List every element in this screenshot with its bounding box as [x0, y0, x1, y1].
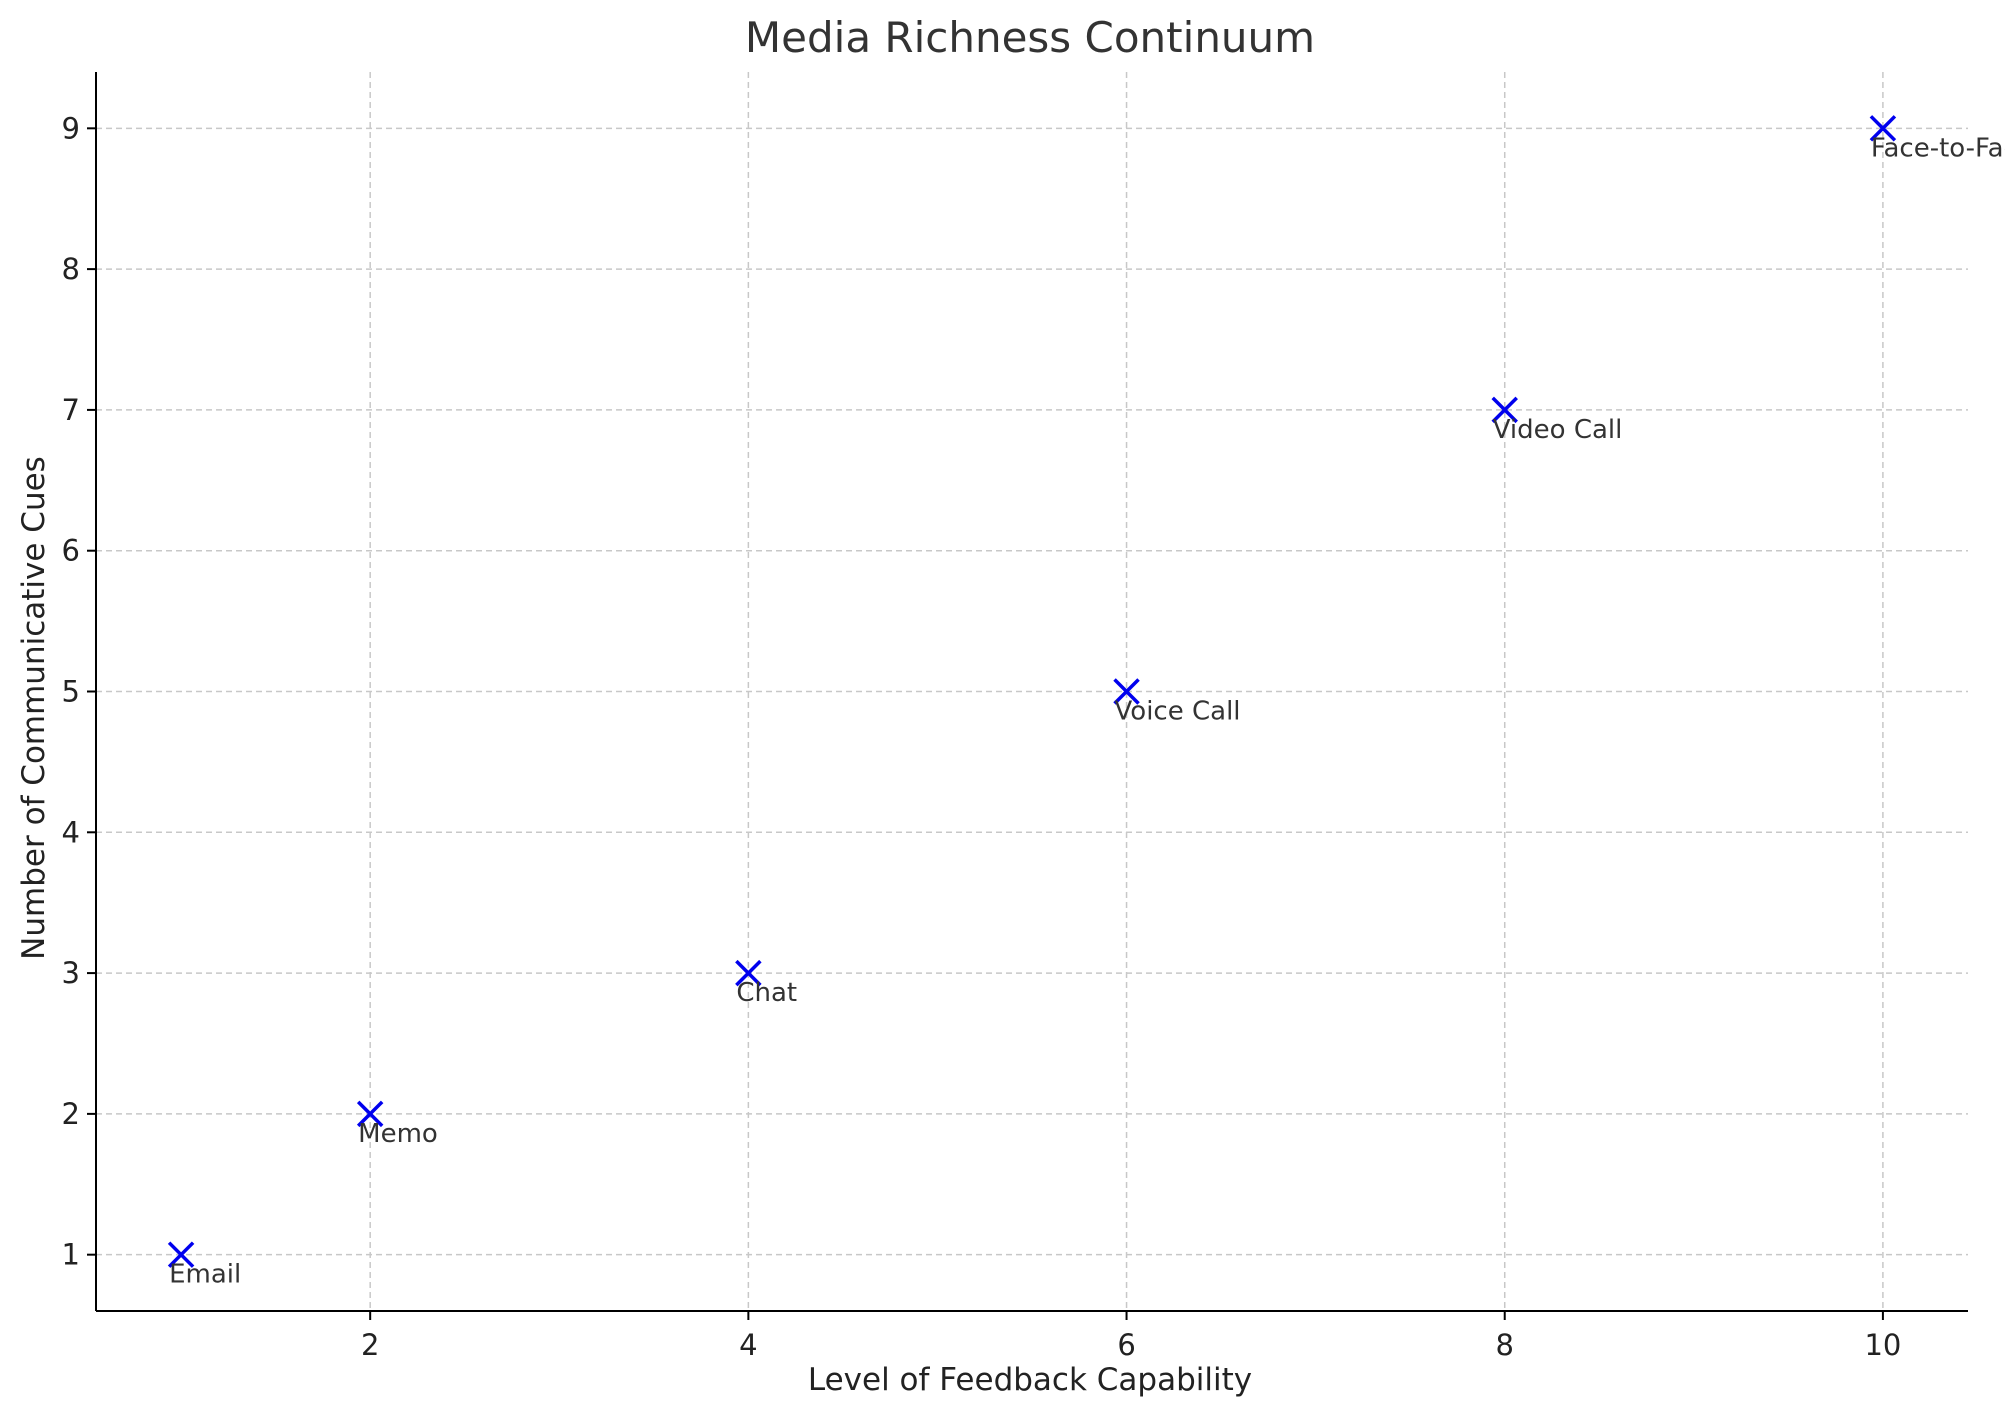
- data-point: [735, 959, 762, 987]
- data-point: [167, 1241, 195, 1268]
- chart-title: Media Richness Continuum: [745, 13, 1315, 62]
- point-label: Memo: [358, 1119, 438, 1149]
- point-label: Chat: [736, 978, 797, 1008]
- y-tick-label: 3: [62, 956, 80, 990]
- point-label: Email: [169, 1260, 241, 1290]
- data-point: [1113, 678, 1140, 705]
- x-tick-label: 4: [739, 1328, 757, 1362]
- y-axis-label: Number of Communicative Cues: [16, 456, 52, 960]
- data-point: [1491, 396, 1518, 424]
- y-tick-label: 2: [62, 1097, 80, 1131]
- x-axis-label: Level of Feedback Capability: [808, 1362, 1252, 1398]
- data-point: [356, 1100, 384, 1128]
- y-tick-label: 6: [62, 534, 80, 568]
- y-tick-label: 4: [62, 815, 80, 849]
- y-tick-label: 9: [62, 111, 80, 145]
- data-points: Email Memo Chat Voice Call Video Call Face-to…: [167, 115, 2005, 1290]
- x-tick-label: 8: [1496, 1328, 1514, 1362]
- point-label: Face-to-Face: [1871, 133, 2005, 163]
- y-tick-label: 1: [62, 1238, 80, 1272]
- y-tick-label: 7: [62, 393, 80, 427]
- x-tick-label: 2: [361, 1328, 379, 1362]
- x-tick-label: 6: [1117, 1328, 1135, 1362]
- point-label: Voice Call: [1115, 697, 1241, 727]
- grid-lines: [96, 72, 1968, 1311]
- data-point: [1869, 115, 1897, 142]
- x-tick-label: 10: [1864, 1328, 1901, 1362]
- y-tick-label: 8: [62, 252, 80, 286]
- y-tick-label: 5: [62, 675, 80, 709]
- point-label: Video Call: [1493, 415, 1623, 445]
